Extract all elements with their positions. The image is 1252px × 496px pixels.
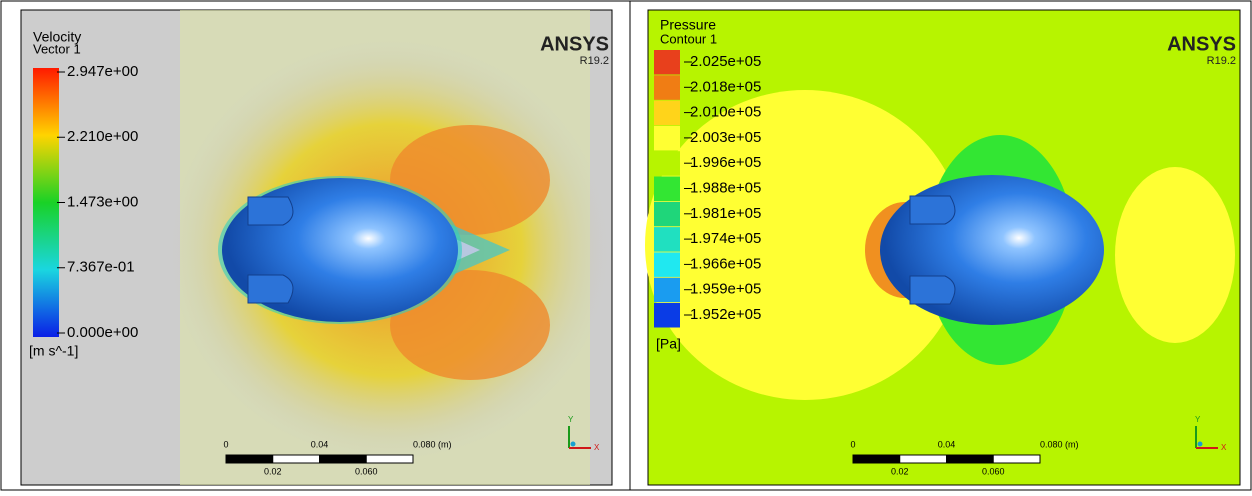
triad-origin [1198,442,1203,447]
color-band [654,252,680,277]
scale-label: 0.080 (m) [413,439,452,449]
scale-label: 0.02 [891,466,909,476]
scale-label: 0 [850,439,855,449]
scale-segment [993,455,1040,463]
legend-unit: [Pa] [656,336,681,352]
triad-origin [571,442,576,447]
scale-segment [273,455,320,463]
scale-segment [366,455,413,463]
legend-title: Pressure [660,17,716,33]
triad-label: X [594,443,600,452]
triad-label: Y [568,415,574,424]
scale-segment [853,455,900,463]
color-band [654,126,680,150]
scale-segment [900,455,947,463]
version: R19.2 [1207,55,1236,67]
legend-label: 1.952e+05 [690,306,761,323]
color-band [654,177,680,202]
legend-label: 1.988e+05 [690,179,761,196]
legend-label: 2.947e+00 [67,63,138,80]
legend-subtitle: Vector 1 [33,41,81,56]
color-band [654,303,680,328]
color-band [654,202,680,227]
scale-label: 0.02 [264,466,282,476]
scale-label: 0.060 [982,466,1005,476]
scale-label: 0 [223,439,228,449]
legend-label: 2.210e+00 [67,128,138,145]
legend-label: 1.966e+05 [690,255,761,272]
color-band [654,75,680,100]
version: R19.2 [580,55,609,67]
legend-label: 1.974e+05 [690,230,761,247]
scale-segment [226,455,273,463]
legend-label: 2.018e+05 [690,78,761,95]
scale-segment [320,455,367,463]
scale-label: 0.04 [311,439,329,449]
legend-subtitle: Contour 1 [660,31,717,46]
legend-label: 7.367e-01 [67,259,135,276]
legend-label: 1.959e+05 [690,281,761,298]
triad-label: Y [1195,415,1201,424]
color-band [654,151,680,176]
legend-label: 1.981e+05 [690,205,761,222]
legend-label: 0.000e+00 [67,324,138,341]
triad-label: X [1221,443,1227,452]
legend-label: 2.003e+05 [690,129,761,146]
brand: ANSYS [540,33,609,55]
scale-segment [947,455,994,463]
scale-label: 0.060 [355,466,378,476]
figure: VelocityVector 12.947e+002.210e+001.473e… [0,0,1252,491]
color-bar [33,68,59,337]
color-band [654,227,680,252]
scale-label: 0.080 (m) [1040,439,1079,449]
legend-label: 2.010e+05 [690,104,761,121]
brand: ANSYS [1167,33,1236,55]
color-band [654,101,680,126]
color-band [654,278,680,303]
legend-unit: [m s^-1] [29,343,78,359]
legend-label: 1.996e+05 [690,154,761,171]
legend-label: 1.473e+00 [67,193,138,210]
legend-label: 2.025e+05 [690,53,761,70]
scale-label: 0.04 [938,439,956,449]
color-band [654,50,680,75]
